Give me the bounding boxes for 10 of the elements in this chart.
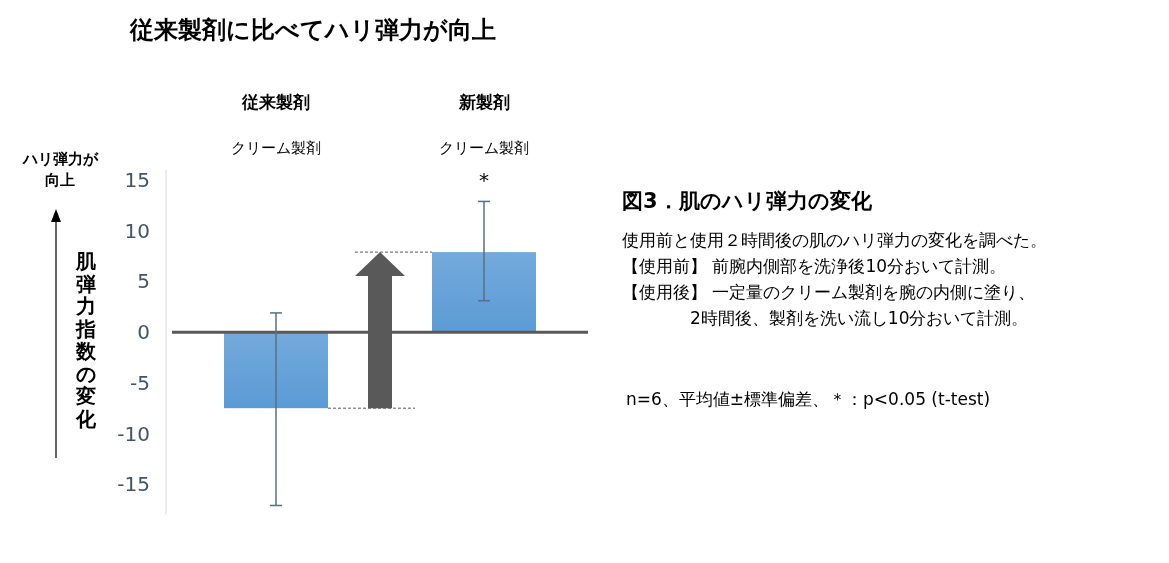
ytick: 10	[124, 218, 150, 243]
ytick: -10	[117, 421, 150, 446]
ytick: -15	[117, 472, 150, 497]
subtitle: 図3．肌のハリ弾力の変化	[622, 189, 872, 213]
ylabel: 肌弾力指数の変化	[76, 249, 96, 431]
ytick: -5	[130, 370, 150, 395]
title: 従来製剤に比べてハリ弾力が向上	[130, 16, 496, 44]
ytick: 0	[137, 320, 150, 345]
ytick: 15	[124, 168, 150, 193]
ytick: 5	[137, 269, 150, 294]
